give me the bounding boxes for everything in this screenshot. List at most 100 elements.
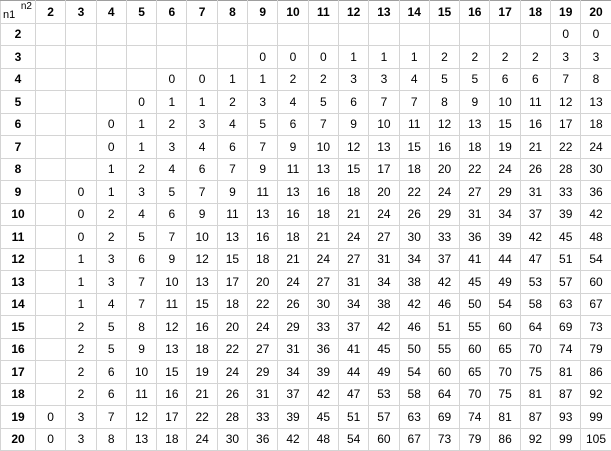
value-cell[interactable]: 12 [551, 91, 581, 114]
value-cell[interactable]: 49 [369, 361, 399, 384]
value-cell[interactable]: 21 [308, 226, 338, 249]
value-cell[interactable]: 0 [96, 113, 126, 136]
value-cell[interactable]: 30 [308, 293, 338, 316]
value-cell[interactable]: 60 [429, 361, 459, 384]
value-cell[interactable]: 6 [490, 68, 520, 91]
value-cell[interactable] [157, 46, 187, 69]
value-cell[interactable]: 49 [490, 271, 520, 294]
value-cell[interactable] [36, 68, 66, 91]
value-cell[interactable]: 73 [429, 428, 459, 451]
value-cell[interactable]: 1 [66, 248, 96, 271]
value-cell[interactable]: 4 [157, 158, 187, 181]
value-cell[interactable]: 47 [338, 383, 368, 406]
value-cell[interactable]: 11 [126, 383, 156, 406]
value-cell[interactable]: 33 [551, 181, 581, 204]
value-cell[interactable]: 0 [278, 46, 308, 69]
value-cell[interactable]: 7 [248, 136, 278, 159]
value-cell[interactable]: 1 [217, 68, 247, 91]
value-cell[interactable]: 9 [217, 181, 247, 204]
value-cell[interactable]: 64 [429, 383, 459, 406]
value-cell[interactable] [96, 23, 126, 46]
value-cell[interactable]: 34 [369, 271, 399, 294]
value-cell[interactable]: 70 [460, 383, 490, 406]
value-cell[interactable]: 6 [96, 361, 126, 384]
value-cell[interactable]: 60 [490, 316, 520, 339]
value-cell[interactable]: 0 [66, 226, 96, 249]
value-cell[interactable]: 3 [96, 248, 126, 271]
value-cell[interactable]: 57 [369, 406, 399, 429]
value-cell[interactable] [66, 23, 96, 46]
value-cell[interactable] [36, 181, 66, 204]
value-cell[interactable] [308, 23, 338, 46]
value-cell[interactable]: 58 [520, 293, 550, 316]
value-cell[interactable]: 81 [551, 361, 581, 384]
column-header-cell[interactable]: 11 [308, 1, 338, 24]
value-cell[interactable]: 33 [429, 226, 459, 249]
value-cell[interactable]: 12 [157, 316, 187, 339]
value-cell[interactable]: 58 [399, 383, 429, 406]
value-cell[interactable]: 11 [520, 91, 550, 114]
value-cell[interactable]: 24 [187, 428, 217, 451]
value-cell[interactable]: 2 [429, 46, 459, 69]
corner-cell[interactable]: n1 n2 [1, 1, 36, 24]
value-cell[interactable] [248, 23, 278, 46]
column-header-cell[interactable]: 13 [369, 1, 399, 24]
value-cell[interactable]: 24 [308, 248, 338, 271]
value-cell[interactable]: 16 [520, 113, 550, 136]
value-cell[interactable] [66, 46, 96, 69]
value-cell[interactable]: 16 [248, 226, 278, 249]
value-cell[interactable]: 8 [96, 428, 126, 451]
value-cell[interactable] [126, 23, 156, 46]
value-cell[interactable] [36, 158, 66, 181]
value-cell[interactable]: 5 [96, 338, 126, 361]
row-header-cell[interactable]: 16 [1, 338, 36, 361]
value-cell[interactable] [36, 293, 66, 316]
value-cell[interactable] [66, 113, 96, 136]
value-cell[interactable] [96, 91, 126, 114]
value-cell[interactable]: 50 [399, 338, 429, 361]
value-cell[interactable]: 41 [460, 248, 490, 271]
value-cell[interactable] [36, 248, 66, 271]
value-cell[interactable]: 17 [157, 406, 187, 429]
value-cell[interactable]: 29 [490, 181, 520, 204]
value-cell[interactable]: 99 [581, 406, 611, 429]
value-cell[interactable]: 15 [187, 293, 217, 316]
value-cell[interactable] [36, 136, 66, 159]
value-cell[interactable]: 33 [308, 316, 338, 339]
value-cell[interactable]: 24 [248, 316, 278, 339]
value-cell[interactable]: 39 [308, 361, 338, 384]
value-cell[interactable]: 0 [308, 46, 338, 69]
row-header-cell[interactable]: 17 [1, 361, 36, 384]
row-header-cell[interactable]: 14 [1, 293, 36, 316]
value-cell[interactable]: 24 [217, 361, 247, 384]
value-cell[interactable]: 45 [460, 271, 490, 294]
column-header-cell[interactable]: 3 [66, 1, 96, 24]
value-cell[interactable]: 105 [581, 428, 611, 451]
value-cell[interactable]: 29 [429, 203, 459, 226]
value-cell[interactable] [520, 23, 550, 46]
value-cell[interactable]: 0 [66, 181, 96, 204]
row-header-cell[interactable]: 3 [1, 46, 36, 69]
value-cell[interactable]: 5 [157, 181, 187, 204]
value-cell[interactable]: 67 [581, 293, 611, 316]
value-cell[interactable]: 2 [66, 361, 96, 384]
value-cell[interactable]: 48 [308, 428, 338, 451]
value-cell[interactable]: 3 [369, 68, 399, 91]
value-cell[interactable]: 2 [308, 68, 338, 91]
value-cell[interactable]: 6 [338, 91, 368, 114]
value-cell[interactable] [66, 68, 96, 91]
value-cell[interactable]: 17 [217, 271, 247, 294]
value-cell[interactable]: 18 [217, 293, 247, 316]
value-cell[interactable] [126, 46, 156, 69]
value-cell[interactable]: 20 [248, 271, 278, 294]
value-cell[interactable]: 6 [157, 203, 187, 226]
value-cell[interactable] [36, 203, 66, 226]
value-cell[interactable]: 86 [490, 428, 520, 451]
row-header-cell[interactable]: 20 [1, 428, 36, 451]
value-cell[interactable]: 31 [520, 181, 550, 204]
value-cell[interactable]: 63 [551, 293, 581, 316]
value-cell[interactable]: 28 [217, 406, 247, 429]
value-cell[interactable]: 2 [520, 46, 550, 69]
value-cell[interactable]: 7 [217, 158, 247, 181]
value-cell[interactable]: 1 [369, 46, 399, 69]
